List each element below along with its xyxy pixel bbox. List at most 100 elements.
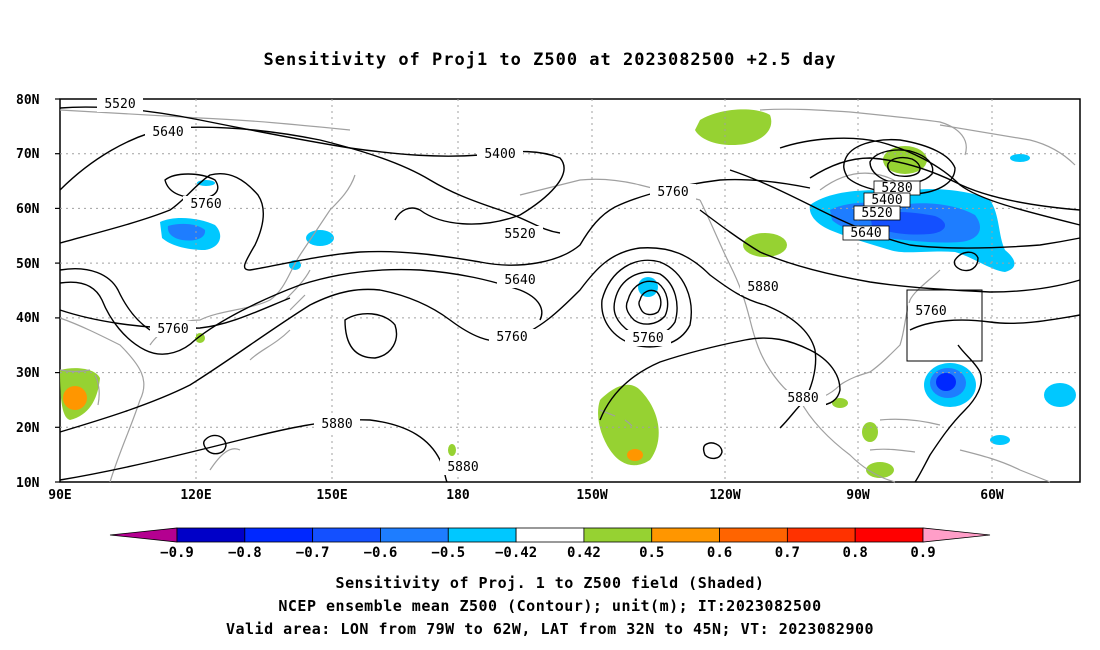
lon-label: 90E [48, 488, 71, 503]
contour-label: 5400 [484, 147, 515, 162]
lat-label: 20N [16, 421, 40, 436]
contour-label: 5400 [871, 193, 902, 208]
contour-5760-low3 [625, 280, 669, 325]
contour-label: 5640 [152, 125, 183, 140]
colorbar-label: −0.7 [296, 545, 330, 561]
coast-caribbean [869, 418, 941, 453]
colorbar-segment [786, 527, 856, 543]
lat-labels: 80N 70N 60N 50N 40N 30N 20N 10N [16, 93, 40, 491]
colorbar-label: 0.7 [775, 545, 800, 561]
lon-label: 60W [980, 488, 1004, 503]
lat-label: 70N [16, 147, 40, 162]
contour-label: 5760 [657, 185, 688, 200]
shade-negative-pacific [638, 277, 658, 297]
colorbar-segment [312, 527, 381, 543]
contour-label: 5880 [321, 417, 352, 432]
coast-asia [59, 174, 356, 483]
lat-ticks [55, 98, 60, 483]
shade-positive-small1 [195, 333, 205, 343]
coast-arctic [59, 109, 1076, 166]
contour-5760-closed-asia [164, 173, 219, 199]
lon-label: 150W [576, 488, 607, 503]
lon-labels: 90E 120E 150E 180 150W 120W 90W 60W [48, 488, 1004, 503]
contour-5880-closed-pacific [344, 313, 398, 359]
colorbar-segment [244, 527, 314, 543]
colorbar-segment [719, 527, 788, 543]
contour-label: 5640 [850, 226, 881, 241]
contour-label: 5760 [157, 322, 188, 337]
contour-5880-atlantic [914, 344, 982, 483]
shade-negative-bermuda-core [936, 373, 956, 391]
caption-line-3: Valid area: LON from 79W to 62W, LAT fro… [225, 620, 875, 638]
contour-5400-canada [779, 137, 1081, 226]
coast-india [59, 369, 100, 406]
colorbar-segment [176, 527, 246, 543]
contour-5880-pacific [59, 247, 817, 433]
colorbar-label: −0.42 [495, 545, 537, 561]
colorbar-label: 0.8 [843, 545, 868, 561]
contour-5760-southasia [59, 297, 291, 329]
shade-positive-greenland [695, 109, 772, 146]
contour-label: 5640 [504, 273, 535, 288]
lat-label: 80N [16, 93, 40, 108]
lon-label: 120W [709, 488, 740, 503]
colorbar-label: 0.5 [639, 545, 664, 561]
colorbar-label: 0.42 [567, 545, 601, 561]
shade-positive-caribbean [866, 462, 894, 478]
contour-5640-canada [729, 169, 1081, 249]
lon-label: 180 [446, 488, 470, 503]
shade-positive-small3 [832, 398, 848, 408]
coast-central-america [799, 399, 896, 483]
colorbar-label: 0.9 [910, 545, 935, 561]
shade-positive-small2 [448, 444, 456, 456]
colorbar: −0.9 −0.8 −0.7 −0.6 −0.5 −0.42 0.42 0.5 0.6 0.7 0.… [109, 527, 991, 561]
caption-line-2: NCEP ensemble mean Z500 (Contour); unit(… [278, 597, 822, 615]
shade-negative-kamchatka [306, 230, 334, 246]
contour-label: 5880 [787, 391, 818, 406]
contour-label: 5760 [915, 304, 946, 319]
contour-label: 5520 [504, 227, 535, 242]
colorbar-segment [651, 527, 720, 543]
shade-positive-india-orange [63, 386, 87, 410]
contour-5280-low [843, 138, 956, 195]
lat-label: 30N [16, 366, 40, 381]
colorbar-label: 0.6 [707, 545, 732, 561]
contour-5880-closed-small [702, 442, 723, 460]
contour-label: 5760 [496, 330, 527, 345]
colorbar-segment [447, 527, 517, 543]
shade-positive-hawaii [598, 384, 659, 466]
colorbar-segment [515, 527, 585, 543]
shade-negative-small5 [1010, 154, 1030, 162]
colorbar-label: −0.6 [364, 545, 398, 561]
shade-positive-canada [743, 233, 787, 257]
colorbar-segment [583, 527, 653, 543]
coast-greenland [759, 108, 967, 156]
contour-5760-canada [699, 209, 1081, 293]
contour-5760-asia [59, 173, 811, 271]
lon-label: 90W [846, 488, 870, 503]
colorbar-segment [922, 527, 991, 543]
page-title: Sensitivity of Proj1 to Z500 at 20230825… [263, 50, 837, 70]
lat-label: 10N [16, 476, 40, 491]
contour-5880-namerica [599, 337, 841, 421]
coast-south-america [959, 449, 1051, 483]
colorbar-segment [109, 527, 178, 543]
contour-label: 5520 [861, 206, 892, 221]
contour-5760-low2 [613, 271, 678, 337]
contour-5640-west [59, 268, 151, 331]
contour-5760-closed-atlantic [953, 251, 979, 272]
contour-labels: 5520 5640 5400 5760 5760 5280 5400 5520 … [97, 96, 954, 475]
lon-label: 120E [180, 488, 211, 503]
colorbar-segment [854, 527, 924, 543]
lat-label: 60N [16, 202, 40, 217]
shade-negative-siberia-core [167, 223, 206, 241]
shade-positive-gulf [862, 422, 878, 442]
shade-negative-small3 [1044, 383, 1076, 407]
lat-label: 50N [16, 257, 40, 272]
caption-line-1: Sensitivity of Proj. 1 to Z500 field (Sh… [335, 574, 765, 592]
valid-area-box [906, 289, 983, 362]
colorbar-label: −0.9 [160, 545, 194, 561]
shade-positive-hawaii-orange [627, 449, 643, 461]
colorbar-label: −0.8 [228, 545, 262, 561]
